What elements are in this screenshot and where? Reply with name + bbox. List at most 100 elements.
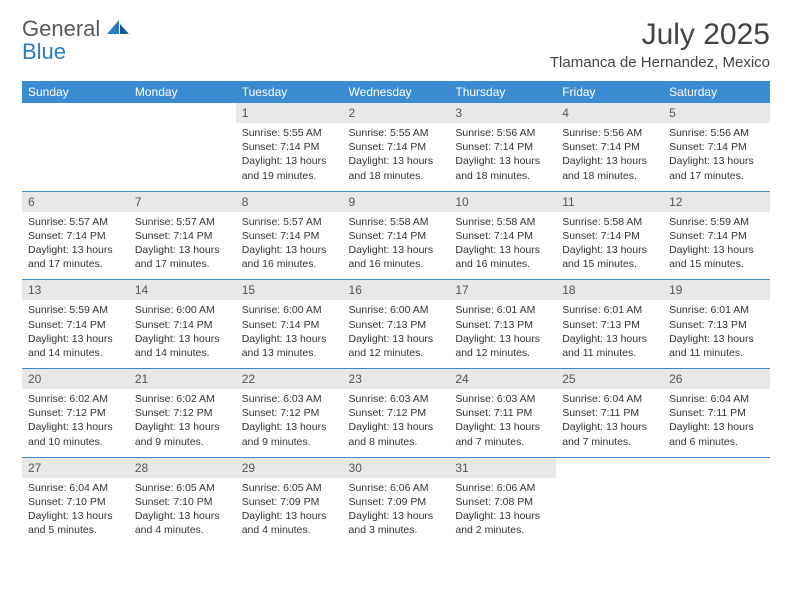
- sunset-text: Sunset: 7:09 PM: [349, 495, 444, 509]
- location-label: Tlamanca de Hernandez, Mexico: [550, 54, 770, 71]
- day-number-cell: 1: [236, 103, 343, 123]
- daylight-text: Daylight: 13 hours and 6 minutes.: [669, 420, 764, 448]
- daylight-text: Daylight: 13 hours and 13 minutes.: [242, 332, 337, 360]
- sunrise-text: Sunrise: 5:59 AM: [28, 303, 123, 317]
- weekday-header: Tuesday: [236, 81, 343, 103]
- sunrise-text: Sunrise: 6:03 AM: [455, 392, 550, 406]
- day-info-cell: Sunrise: 5:57 AMSunset: 7:14 PMDaylight:…: [22, 212, 129, 280]
- sunset-text: Sunset: 7:09 PM: [242, 495, 337, 509]
- day-info-cell: Sunrise: 5:57 AMSunset: 7:14 PMDaylight:…: [129, 212, 236, 280]
- day-info-cell: Sunrise: 6:00 AMSunset: 7:13 PMDaylight:…: [343, 300, 450, 368]
- day-number-cell: 22: [236, 369, 343, 389]
- day-info-cell: Sunrise: 5:56 AMSunset: 7:14 PMDaylight:…: [556, 123, 663, 191]
- day-info-row: Sunrise: 6:02 AMSunset: 7:12 PMDaylight:…: [22, 389, 770, 457]
- day-number-cell: 11: [556, 192, 663, 212]
- daylight-text: Daylight: 13 hours and 11 minutes.: [562, 332, 657, 360]
- daylight-text: Daylight: 13 hours and 4 minutes.: [135, 509, 230, 537]
- day-number-cell: [22, 103, 129, 123]
- sunset-text: Sunset: 7:14 PM: [28, 229, 123, 243]
- sunset-text: Sunset: 7:14 PM: [669, 140, 764, 154]
- day-number-cell: 4: [556, 103, 663, 123]
- sunset-text: Sunset: 7:11 PM: [562, 406, 657, 420]
- sunrise-text: Sunrise: 6:03 AM: [242, 392, 337, 406]
- sunrise-text: Sunrise: 5:59 AM: [669, 215, 764, 229]
- sunrise-text: Sunrise: 6:01 AM: [562, 303, 657, 317]
- weekday-header: Saturday: [663, 81, 770, 103]
- day-info-row: Sunrise: 5:55 AMSunset: 7:14 PMDaylight:…: [22, 123, 770, 191]
- day-number-cell: 28: [129, 458, 236, 478]
- day-info-cell: Sunrise: 6:01 AMSunset: 7:13 PMDaylight:…: [556, 300, 663, 368]
- weekday-header: Friday: [556, 81, 663, 103]
- weekday-header-row: Sunday Monday Tuesday Wednesday Thursday…: [22, 81, 770, 103]
- sail-icon: [105, 18, 131, 36]
- sunset-text: Sunset: 7:14 PM: [562, 140, 657, 154]
- daylight-text: Daylight: 13 hours and 18 minutes.: [562, 154, 657, 182]
- daylight-text: Daylight: 13 hours and 16 minutes.: [455, 243, 550, 271]
- sunrise-text: Sunrise: 6:04 AM: [28, 481, 123, 495]
- sunrise-text: Sunrise: 6:06 AM: [455, 481, 550, 495]
- day-number-cell: 5: [663, 103, 770, 123]
- daylight-text: Daylight: 13 hours and 17 minutes.: [669, 154, 764, 182]
- daylight-text: Daylight: 13 hours and 16 minutes.: [349, 243, 444, 271]
- day-number-cell: 21: [129, 369, 236, 389]
- daylight-text: Daylight: 13 hours and 17 minutes.: [135, 243, 230, 271]
- sunset-text: Sunset: 7:13 PM: [562, 318, 657, 332]
- day-number-cell: 7: [129, 192, 236, 212]
- sunset-text: Sunset: 7:12 PM: [135, 406, 230, 420]
- day-info-cell: Sunrise: 6:04 AMSunset: 7:11 PMDaylight:…: [663, 389, 770, 457]
- daylight-text: Daylight: 13 hours and 3 minutes.: [349, 509, 444, 537]
- day-number-cell: 31: [449, 458, 556, 478]
- day-info-cell: Sunrise: 5:58 AMSunset: 7:14 PMDaylight:…: [556, 212, 663, 280]
- day-info-cell: Sunrise: 6:01 AMSunset: 7:13 PMDaylight:…: [663, 300, 770, 368]
- day-info-cell: Sunrise: 5:59 AMSunset: 7:14 PMDaylight:…: [22, 300, 129, 368]
- sunrise-text: Sunrise: 6:05 AM: [135, 481, 230, 495]
- daylight-text: Daylight: 13 hours and 2 minutes.: [455, 509, 550, 537]
- day-info-cell: Sunrise: 6:03 AMSunset: 7:11 PMDaylight:…: [449, 389, 556, 457]
- sunset-text: Sunset: 7:14 PM: [28, 318, 123, 332]
- sunrise-text: Sunrise: 5:57 AM: [242, 215, 337, 229]
- day-info-cell: Sunrise: 5:58 AMSunset: 7:14 PMDaylight:…: [343, 212, 450, 280]
- sunrise-text: Sunrise: 6:04 AM: [669, 392, 764, 406]
- daylight-text: Daylight: 13 hours and 5 minutes.: [28, 509, 123, 537]
- month-title: July 2025: [550, 18, 770, 52]
- sunrise-text: Sunrise: 5:57 AM: [135, 215, 230, 229]
- sunset-text: Sunset: 7:13 PM: [669, 318, 764, 332]
- day-number-cell: 29: [236, 458, 343, 478]
- sunrise-text: Sunrise: 6:01 AM: [669, 303, 764, 317]
- brand-part2: Blue: [22, 41, 131, 63]
- day-info-cell: [556, 478, 663, 546]
- sunset-text: Sunset: 7:12 PM: [349, 406, 444, 420]
- sunrise-text: Sunrise: 6:06 AM: [349, 481, 444, 495]
- day-info-cell: Sunrise: 6:04 AMSunset: 7:10 PMDaylight:…: [22, 478, 129, 546]
- sunset-text: Sunset: 7:14 PM: [242, 318, 337, 332]
- sunrise-text: Sunrise: 6:01 AM: [455, 303, 550, 317]
- daylight-text: Daylight: 13 hours and 12 minutes.: [455, 332, 550, 360]
- title-block: July 2025 Tlamanca de Hernandez, Mexico: [550, 18, 770, 71]
- daylight-text: Daylight: 13 hours and 18 minutes.: [349, 154, 444, 182]
- calendar-table: Sunday Monday Tuesday Wednesday Thursday…: [22, 81, 770, 545]
- sunset-text: Sunset: 7:10 PM: [135, 495, 230, 509]
- day-info-cell: [22, 123, 129, 191]
- day-number-cell: 3: [449, 103, 556, 123]
- weekday-header: Sunday: [22, 81, 129, 103]
- daylight-text: Daylight: 13 hours and 7 minutes.: [455, 420, 550, 448]
- day-number-cell: 18: [556, 280, 663, 300]
- day-info-cell: Sunrise: 6:00 AMSunset: 7:14 PMDaylight:…: [236, 300, 343, 368]
- day-number-cell: 6: [22, 192, 129, 212]
- sunset-text: Sunset: 7:14 PM: [242, 140, 337, 154]
- day-number-cell: [129, 103, 236, 123]
- day-number-row: 6789101112: [22, 192, 770, 212]
- sunrise-text: Sunrise: 5:56 AM: [455, 126, 550, 140]
- daylight-text: Daylight: 13 hours and 15 minutes.: [669, 243, 764, 271]
- day-info-cell: Sunrise: 6:03 AMSunset: 7:12 PMDaylight:…: [236, 389, 343, 457]
- sunset-text: Sunset: 7:14 PM: [455, 229, 550, 243]
- day-number-cell: 27: [22, 458, 129, 478]
- sunrise-text: Sunrise: 6:04 AM: [562, 392, 657, 406]
- day-info-cell: [129, 123, 236, 191]
- day-info-cell: Sunrise: 6:06 AMSunset: 7:08 PMDaylight:…: [449, 478, 556, 546]
- sunset-text: Sunset: 7:14 PM: [242, 229, 337, 243]
- daylight-text: Daylight: 13 hours and 9 minutes.: [135, 420, 230, 448]
- day-number-row: 2728293031: [22, 458, 770, 478]
- sunrise-text: Sunrise: 6:00 AM: [349, 303, 444, 317]
- day-number-cell: 30: [343, 458, 450, 478]
